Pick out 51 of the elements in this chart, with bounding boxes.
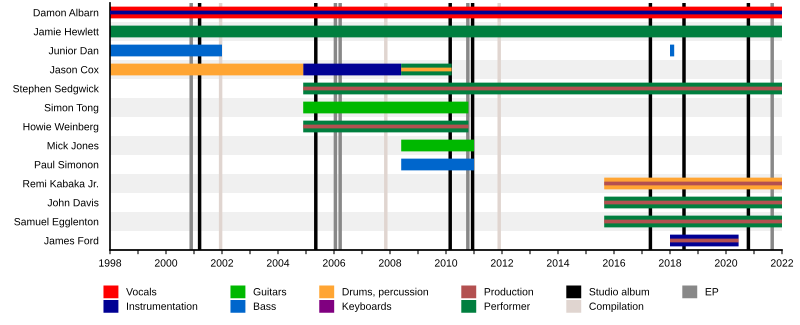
legend-label: Studio album: [589, 288, 649, 296]
y-tick-label: Damon Albarn: [34, 8, 98, 16]
x-tick-label: 2012: [490, 259, 514, 267]
y-tick-label: Paul Simonon: [34, 160, 98, 168]
legend-label: Keyboards: [342, 302, 392, 312]
x-tick-label: 2008: [378, 259, 402, 267]
legend-label: Compilation: [589, 302, 644, 312]
x-tick-label: 2020: [714, 259, 738, 267]
legend-label: Performer: [484, 302, 530, 310]
x-tick-label: 1998: [99, 259, 122, 267]
x-tick-label: 2004: [266, 259, 290, 267]
y-tick-label: Jamie Hewlett: [34, 28, 99, 36]
y-tick-label: Simon Tong: [44, 104, 98, 114]
x-tick-label: 2022: [770, 259, 794, 267]
y-tick-label: John Davis: [48, 198, 99, 206]
y-tick-label: Mick Jones: [48, 142, 99, 150]
x-tick-label: 2016: [602, 259, 626, 267]
y-tick-label: Howie Weinberg: [24, 122, 98, 132]
bar: [604, 220, 782, 224]
x-tick-label: 2018: [658, 259, 682, 267]
legend-label: Drums, percussion: [342, 288, 428, 298]
bar: [303, 102, 468, 114]
bar: [110, 64, 304, 76]
x-tick-label: 2014: [546, 259, 570, 267]
y-tick-label: Samuel Egglenton: [14, 218, 98, 228]
legend-label: Production: [484, 288, 533, 296]
x-tick-label: 2000: [154, 259, 178, 267]
bar: [303, 86, 782, 90]
legend-label: Bass: [254, 302, 276, 310]
y-tick-label: Remi Kabaka Jr.: [23, 180, 98, 188]
y-tick-label: Stephen Sedgwick: [13, 84, 99, 94]
bar: [401, 158, 474, 170]
y-tick-label: Jason Cox: [50, 66, 99, 74]
y-tick-label: Junior Dan: [48, 46, 98, 54]
x-tick-label: 2006: [322, 259, 346, 267]
bar: [604, 200, 782, 204]
legend-label: Vocals: [126, 288, 156, 296]
bar: [604, 182, 782, 186]
legend-label: Guitars: [254, 288, 286, 296]
bar: [401, 68, 452, 72]
legend-label: EP: [706, 288, 718, 296]
bar: [303, 124, 468, 128]
bar: [670, 238, 739, 242]
bar: [303, 64, 402, 76]
x-tick-label: 2002: [210, 259, 234, 267]
bar: [401, 140, 474, 152]
x-tick-label: 2010: [434, 259, 458, 267]
bar: [110, 44, 222, 56]
bar: [670, 44, 674, 56]
legend-label: Instrumentation: [127, 302, 198, 310]
y-tick-label: James Ford: [44, 236, 98, 244]
